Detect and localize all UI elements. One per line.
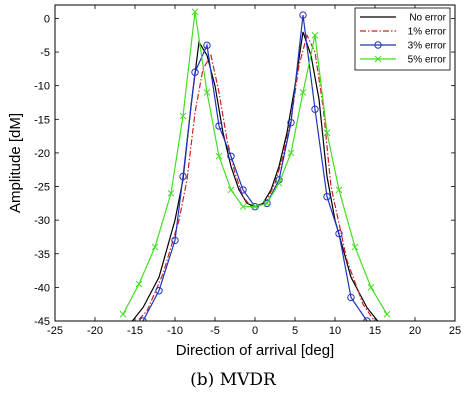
data-point-5pct-error — [203, 89, 211, 96]
y-tick-label: -10 — [34, 81, 50, 93]
x-tick-label: 15 — [369, 325, 381, 337]
data-point-3pct-error — [299, 11, 307, 19]
data-point-5pct-error — [179, 112, 187, 120]
data-point-3pct-error — [155, 287, 163, 295]
x-tick-label: -10 — [167, 325, 183, 337]
x-tick-label: -20 — [87, 325, 103, 337]
data-point-3pct-error — [335, 229, 343, 238]
y-tick-label: -25 — [34, 182, 50, 194]
legend: No error 1% error 3% error 5% error — [354, 7, 451, 71]
data-point-5pct-error — [263, 199, 271, 207]
legend-marker-3pct-error — [374, 41, 382, 49]
data-point-3pct-error — [311, 105, 319, 113]
y-axis-label: Amplitude [dM] — [7, 113, 24, 213]
data-point-5pct-error — [151, 243, 159, 251]
data-point-5pct-error — [287, 149, 295, 157]
x-tick-label: 20 — [409, 325, 421, 337]
x-axis-label: Direction of arrival [deg] — [176, 342, 334, 359]
data-point-5pct-error — [275, 179, 283, 187]
data-point-5pct-error — [191, 8, 199, 16]
data-point-5pct-error — [335, 186, 343, 194]
data-point-3pct-error — [347, 293, 355, 302]
plot-frame — [54, 4, 456, 322]
data-point-5pct-error — [311, 31, 319, 39]
data-point-3pct-error — [215, 122, 223, 130]
legend-box — [354, 7, 451, 71]
figure-caption: (b) MVDR — [190, 370, 277, 390]
data-point-3pct-error — [323, 192, 331, 201]
series-5pct-error — [119, 8, 391, 318]
data-point-5pct-error — [323, 129, 331, 137]
y-tick-label: -45 — [34, 316, 50, 328]
x-tick-label: -15 — [127, 325, 143, 337]
y-tick-label: -5 — [40, 47, 50, 59]
data-point-3pct-error — [203, 41, 211, 50]
y-tick-label: -20 — [34, 148, 50, 160]
data-point-5pct-error — [119, 310, 127, 318]
data-point-5pct-error — [167, 189, 175, 197]
legend-label-no-error: No error — [409, 13, 446, 24]
data-point-3pct-error — [179, 172, 187, 181]
x-tick-label: 10 — [329, 325, 341, 337]
legend-label-3pct-error: 3% error — [408, 41, 447, 52]
data-point-3pct-error — [191, 68, 199, 76]
y-tick-label: -35 — [34, 249, 50, 261]
series-layer — [119, 8, 391, 321]
data-point-3pct-error — [287, 118, 295, 127]
data-point-5pct-error — [227, 186, 235, 194]
y-tick-label: -40 — [34, 282, 50, 294]
data-point-5pct-error — [135, 280, 143, 288]
data-point-5pct-error — [251, 203, 259, 211]
x-tick-label: 5 — [292, 325, 298, 337]
y-tick-label: -30 — [34, 215, 50, 227]
legend-marker-5pct-error — [374, 55, 382, 63]
data-point-5pct-error — [239, 203, 247, 211]
data-point-5pct-error — [383, 310, 391, 318]
data-point-3pct-error — [239, 186, 247, 194]
data-point-5pct-error — [351, 243, 359, 251]
ticks-layer: -25 -20 -15 -10 -5 0 5 10 15 20 250-5-10-15-20-25-… — [34, 5, 461, 337]
y-tick-label: -15 — [34, 114, 50, 126]
legend-label-1pct-error: 1% error — [408, 27, 447, 38]
x-tick-label: -5 — [210, 325, 220, 337]
legend-label-5pct-error: 5% error — [408, 55, 447, 66]
data-point-3pct-error — [263, 199, 271, 208]
data-point-5pct-error — [215, 152, 223, 160]
data-point-3pct-error — [171, 236, 179, 245]
data-point-5pct-error — [299, 89, 307, 96]
y-tick-label: 0 — [44, 13, 50, 25]
x-tick-label: 0 — [252, 325, 258, 337]
x-tick-label: 25 — [449, 325, 461, 337]
data-point-5pct-error — [367, 284, 375, 291]
data-point-3pct-error — [227, 152, 235, 160]
x-tick-label: -25 — [47, 325, 63, 337]
